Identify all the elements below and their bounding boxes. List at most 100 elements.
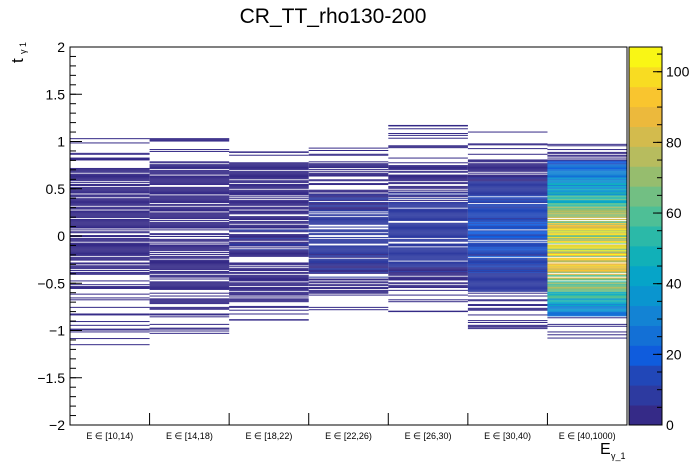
heat-cell (547, 172, 627, 174)
heat-cell (149, 140, 230, 142)
heat-cell (308, 250, 389, 252)
y-tick-label: −0.5 (37, 275, 65, 291)
heat-cell (467, 180, 548, 182)
heat-cell (547, 209, 627, 211)
heat-cell (229, 239, 309, 241)
heat-cell (547, 267, 627, 269)
heat-cell (388, 212, 468, 214)
heat-cell (388, 270, 468, 272)
heat-cell (308, 261, 389, 263)
x-tick-label: E ∈ [22,26) (325, 431, 372, 441)
heat-cell (547, 186, 627, 188)
heat-cell (229, 171, 309, 173)
heat-cell (547, 278, 627, 280)
heat-cell (547, 308, 627, 310)
heat-cell (547, 246, 627, 248)
heat-cell (547, 315, 627, 317)
heat-cell (229, 189, 309, 191)
heat-cell (70, 180, 150, 182)
heat-cell (467, 193, 548, 195)
heat-cell (308, 202, 389, 204)
heat-cell (467, 265, 548, 267)
color-bar-segment (629, 206, 662, 227)
heat-cell (229, 264, 309, 266)
heat-cell (388, 270, 468, 272)
heat-cell (308, 240, 389, 242)
heat-cell (467, 248, 548, 250)
heat-cell (308, 267, 389, 269)
heat-cell (547, 309, 627, 311)
heat-cell (467, 161, 548, 163)
heat-cell (308, 272, 389, 274)
heat-cell (229, 301, 309, 303)
heat-cell (149, 245, 230, 247)
x-tick-label: E ∈ [30,40) (484, 431, 531, 441)
y-axis-label: t (8, 58, 27, 63)
heat-cell (388, 124, 468, 126)
heat-cell (229, 193, 309, 195)
heat-cell (308, 253, 389, 255)
heat-cell (70, 268, 150, 270)
heat-cell (229, 230, 309, 232)
heat-cell (467, 326, 548, 328)
heat-cell (149, 171, 230, 173)
heat-cell (547, 180, 627, 182)
heat-cell (308, 221, 389, 223)
heat-cell (388, 259, 468, 261)
heat-cell (308, 290, 389, 292)
heat-cell (547, 295, 627, 297)
heat-cell (308, 161, 389, 163)
color-bar-segment (629, 166, 662, 187)
heat-cell (547, 188, 627, 190)
heat-cell (547, 273, 627, 275)
heat-cell (149, 314, 230, 316)
heat-cell (308, 164, 389, 166)
heat-cell (547, 201, 627, 203)
heat-cell (467, 143, 548, 145)
heat-cell (547, 265, 627, 267)
heat-cell (388, 231, 468, 233)
heat-cell (229, 305, 309, 307)
heat-cell (149, 248, 230, 250)
heat-cell (547, 302, 627, 304)
heat-cell (229, 275, 309, 277)
heat-cell (388, 234, 468, 236)
heat-cell (149, 167, 230, 169)
heat-cell (70, 259, 150, 261)
heat-cell (547, 228, 627, 230)
heat-cell (467, 166, 548, 168)
heat-cell (70, 208, 150, 210)
heat-cell (70, 199, 150, 201)
heat-cell (229, 177, 309, 179)
heat-cell (70, 214, 150, 216)
heat-cell (308, 153, 389, 155)
heat-cell (229, 208, 309, 210)
heat-cell (308, 229, 389, 231)
heat-cell (467, 159, 548, 161)
heat-cell (308, 241, 389, 243)
heat-cell (547, 269, 627, 271)
heat-cell (467, 228, 548, 230)
heat-cell (547, 161, 627, 163)
heat-cell (467, 200, 548, 202)
heat-cell (388, 204, 468, 206)
heat-cell (308, 163, 389, 165)
heat-cell (149, 229, 230, 231)
heat-cell (547, 268, 627, 270)
heat-cell (388, 198, 468, 200)
heat-cell (149, 212, 230, 214)
heat-cell (70, 286, 150, 288)
heat-cell (467, 250, 548, 252)
heat-cell (547, 224, 627, 226)
heat-cell (388, 269, 468, 271)
heat-cell (547, 294, 627, 296)
heat-cell (149, 308, 230, 310)
heat-cell (149, 189, 230, 191)
heat-cell (149, 223, 230, 225)
heat-cell (229, 184, 309, 186)
heat-cell (388, 216, 468, 218)
heat-cell (70, 168, 150, 170)
heat-cell (547, 252, 627, 254)
heat-cell (467, 259, 548, 261)
heat-cell (70, 262, 150, 264)
